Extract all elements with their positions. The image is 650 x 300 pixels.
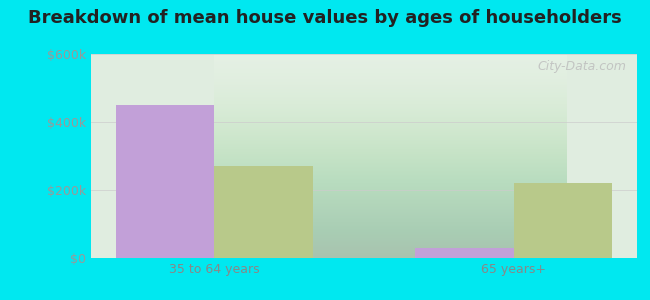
Bar (214, 166, 313, 258)
Text: Breakdown of mean house values by ages of householders: Breakdown of mean house values by ages o… (28, 9, 622, 27)
Text: City-Data.com: City-Data.com (537, 60, 626, 73)
Bar (116, 105, 214, 258)
Bar (514, 183, 612, 258)
Bar (415, 248, 514, 258)
